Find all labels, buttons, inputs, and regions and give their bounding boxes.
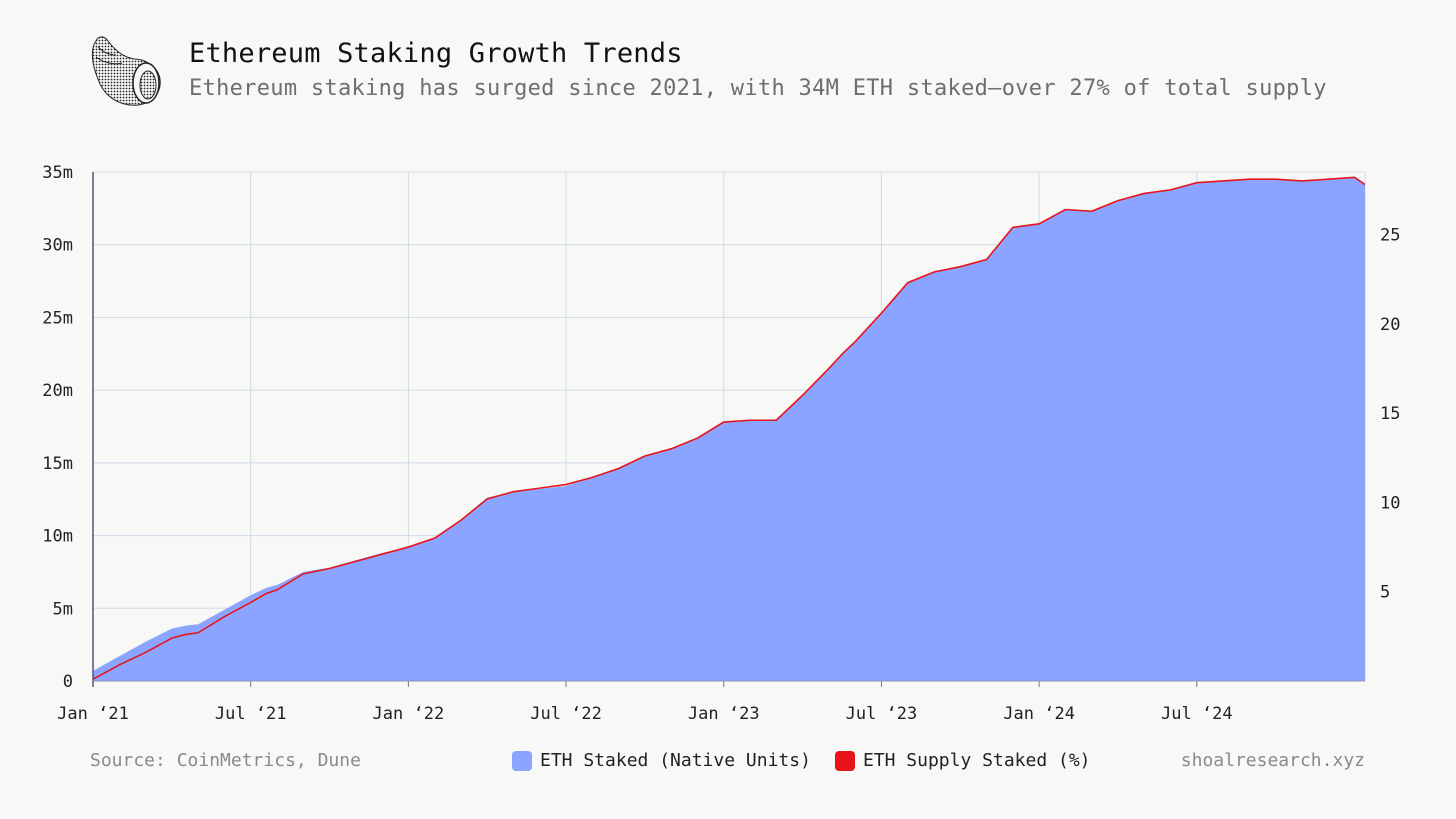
y-left-tick-label: 5m (53, 599, 73, 619)
y-left-tick-label: 10m (42, 527, 73, 547)
x-tick-label: Jan ‘21 (57, 704, 129, 724)
legend-swatch-eth-staked (512, 750, 532, 771)
chart-tick-labels: 0 5m 10m 15m 20m 25m 30m 35m Jan ‘21 Jul ‘21 Jan ‘… (42, 163, 1400, 724)
y-right-tick-label: 25 (1380, 226, 1400, 246)
x-tick-label: Jan ‘23 (688, 704, 760, 724)
y-left-tick-label: 35m (42, 163, 73, 183)
legend-item-eth-supply-staked: ETH Supply Staked (%) (834, 750, 1091, 771)
y-left-tick-label: 25m (42, 308, 73, 328)
y-right-tick-label: 15 (1380, 404, 1400, 424)
legend-label-eth-staked: ETH Staked (Native Units) (540, 750, 811, 771)
brand-url: shoalresearch.xyz (1180, 750, 1365, 771)
legend-swatch-eth-supply-staked (834, 750, 855, 771)
y-left-tick-label: 30m (42, 236, 73, 256)
y-left-tick-label: 20m (42, 381, 73, 401)
x-tick-label: Jul ‘22 (530, 704, 602, 724)
x-tick-label: Jul ‘24 (1161, 704, 1233, 724)
chart-axes (92, 172, 1365, 687)
x-tick-label: Jul ‘23 (846, 704, 918, 724)
y-right-tick-label: 5 (1380, 583, 1390, 603)
source-note: Source: CoinMetrics, Dune (90, 750, 361, 771)
series-area-eth-staked (93, 177, 1365, 681)
shell-logo-icon (91, 36, 161, 106)
page-subtitle: Ethereum staking has surged since 2021, … (189, 76, 1327, 101)
x-tick-label: Jan ‘24 (1003, 704, 1075, 724)
legend-item-eth-staked: ETH Staked (Native Units) (512, 750, 811, 771)
y-left-tick-label: 15m (42, 454, 73, 474)
legend: ETH Staked (Native Units) ETH Supply Sta… (512, 750, 1105, 771)
series-line-eth-supply-staked (92, 176, 1366, 680)
x-tick-label: Jan ‘22 (373, 704, 445, 724)
legend-label-eth-supply-staked: ETH Supply Staked (%) (862, 750, 1091, 771)
y-right-tick-label: 20 (1380, 315, 1400, 335)
y-right-tick-label: 10 (1380, 493, 1400, 513)
y-left-tick-label: 0 (63, 672, 73, 692)
x-tick-label: Jul ‘21 (215, 704, 287, 724)
page-title: Ethereum Staking Growth Trends (189, 38, 683, 69)
